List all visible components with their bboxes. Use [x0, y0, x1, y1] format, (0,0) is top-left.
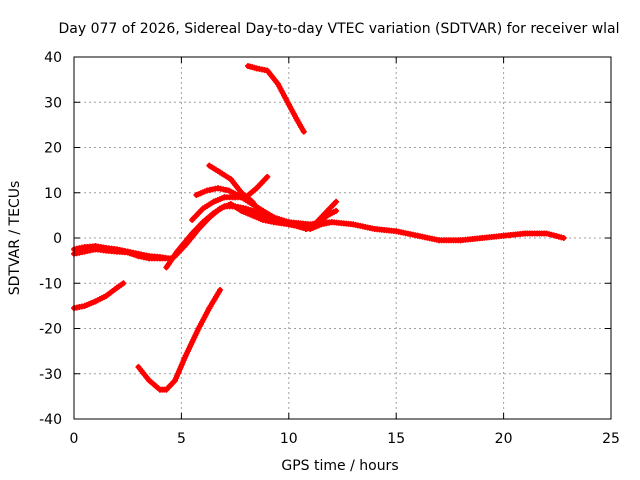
data-point — [328, 219, 335, 226]
series-points-track-10 — [244, 63, 307, 135]
x-tick-label: 10 — [280, 431, 298, 447]
data-point — [264, 173, 271, 180]
y-tick-label: -20 — [39, 322, 62, 338]
ticks: 0 5 10 15 20 25 -40 -30 -20 -10 0 10 20 30 40 — [39, 50, 620, 447]
data-point — [333, 207, 340, 214]
x-tick-label: 15 — [387, 431, 405, 447]
series-points-track-2 — [71, 246, 174, 262]
series-line-track-4 — [135, 287, 223, 393]
y-tick-label: 30 — [44, 95, 62, 111]
series-points-track-5 — [163, 203, 567, 271]
y-tick-label: 40 — [44, 50, 62, 66]
chart-title: Day 077 of 2026, Sidereal Day-to-day VTE… — [58, 21, 619, 37]
y-tick-label: -40 — [39, 412, 62, 428]
data-point — [217, 287, 224, 294]
data-point — [333, 198, 340, 205]
data-point — [300, 128, 307, 135]
x-tick-label: 20 — [495, 431, 513, 447]
y-tick-label: 0 — [53, 231, 62, 247]
data-point — [120, 280, 127, 287]
x-tick-label: 5 — [177, 431, 186, 447]
y-tick-label: 10 — [44, 186, 62, 202]
grid — [74, 57, 611, 419]
y-tick-label: 20 — [44, 141, 62, 157]
data-point — [560, 235, 567, 241]
y-tick-label: -30 — [39, 367, 62, 383]
x-tick-label: 0 — [70, 431, 79, 447]
series-points-track-4 — [135, 287, 224, 393]
series-line-track-10 — [245, 63, 307, 135]
x-tick-label: 25 — [602, 431, 620, 447]
y-tick-label: -10 — [39, 276, 62, 292]
series-layer — [71, 63, 567, 393]
x-axis-label: GPS time / hours — [281, 458, 398, 474]
series-points-track-9 — [206, 162, 340, 232]
y-axis-label: SDTVAR / TECUs — [7, 181, 23, 296]
